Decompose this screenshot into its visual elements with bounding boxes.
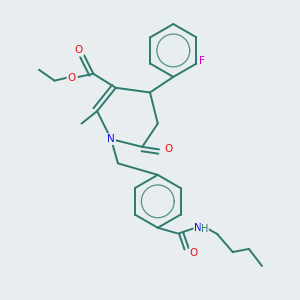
Text: F: F: [199, 56, 205, 66]
Text: O: O: [190, 248, 198, 258]
Text: H: H: [201, 224, 208, 234]
Text: O: O: [75, 46, 83, 56]
Text: O: O: [68, 73, 76, 82]
Text: N: N: [194, 223, 202, 233]
Text: O: O: [164, 144, 172, 154]
Text: N: N: [107, 134, 115, 144]
